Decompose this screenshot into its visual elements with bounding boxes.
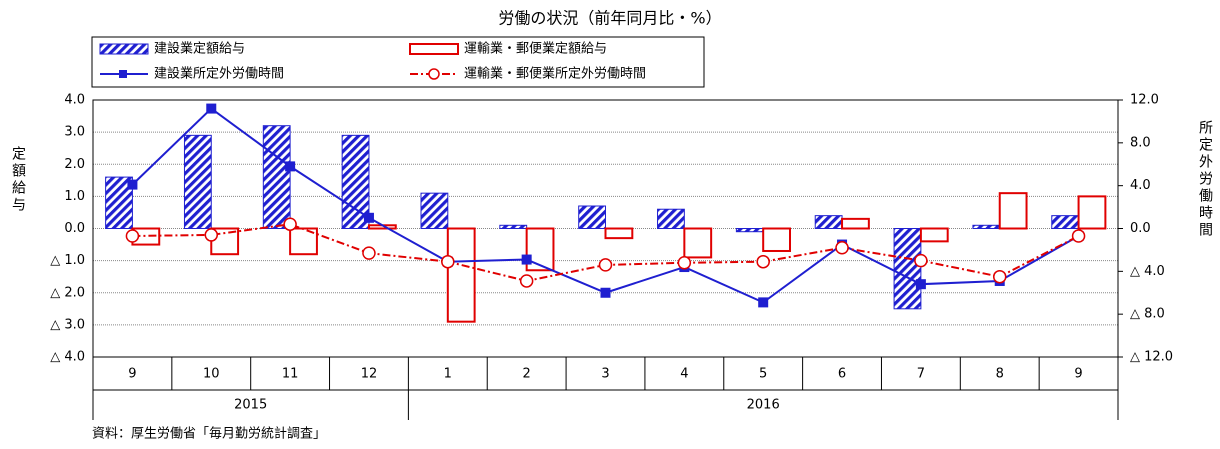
y-tick-label: △ 2.0 <box>50 285 85 300</box>
x-group-label: 2016 <box>747 398 780 413</box>
marker <box>363 212 374 223</box>
y-tick-label: 0.0 <box>64 221 85 236</box>
bar <box>972 224 1001 230</box>
y-tick-label: △ 4.0 <box>50 350 85 365</box>
bar <box>762 227 792 252</box>
marker <box>598 258 613 272</box>
legend-swatch <box>409 43 459 55</box>
bar <box>657 208 685 230</box>
marker <box>677 256 692 270</box>
y-axis-label: 定額給与 <box>10 146 26 214</box>
x-tick-label: 5 <box>759 367 767 382</box>
bar <box>841 217 870 230</box>
legend-label: 建設業定額給与 <box>154 41 245 57</box>
marker <box>992 269 1007 284</box>
bar <box>998 192 1028 230</box>
bar <box>604 227 634 240</box>
y2-tick-label: △ 12.0 <box>1130 350 1173 365</box>
legend-marker <box>428 68 440 80</box>
bar <box>1051 215 1080 229</box>
bar <box>183 134 212 229</box>
y-tick-label: 3.0 <box>64 125 85 140</box>
legend-box <box>91 36 705 88</box>
x-tick-label: 3 <box>601 367 609 382</box>
marker <box>362 246 376 260</box>
bar <box>420 192 449 230</box>
marker <box>915 279 926 290</box>
bar <box>683 227 713 259</box>
marker <box>285 161 296 172</box>
marker <box>758 297 769 308</box>
marker <box>204 228 219 242</box>
marker <box>125 229 140 243</box>
bar <box>893 228 922 310</box>
legend-label: 建設業所定外労働時間 <box>154 66 284 82</box>
marker <box>283 217 297 231</box>
x-tick-label: 8 <box>996 367 1004 382</box>
source-note: 資料：厚生労働省「毎月勤労統計調査」 <box>92 426 326 442</box>
y-tick-label: 2.0 <box>64 157 85 172</box>
legend-marker <box>119 70 127 78</box>
bar <box>262 125 291 229</box>
marker <box>127 179 138 190</box>
marker <box>521 254 532 265</box>
x-tick-label: 9 <box>1074 367 1082 382</box>
bar <box>499 224 528 230</box>
marker <box>914 253 928 268</box>
y-tick-label: 1.0 <box>64 189 85 204</box>
marker <box>756 254 770 269</box>
y2-tick-label: △ 4.0 <box>1130 264 1165 279</box>
x-tick-label: 6 <box>838 367 846 382</box>
x-tick-label: 7 <box>917 367 925 382</box>
bar <box>578 205 607 229</box>
marker <box>600 287 611 298</box>
marker <box>206 103 217 114</box>
marker <box>1071 229 1086 243</box>
y-tick-label: △ 1.0 <box>50 253 85 268</box>
marker <box>441 254 455 269</box>
marker <box>835 241 849 255</box>
y2-axis-label: 所定外労働時間 <box>1197 120 1213 239</box>
x-group-label: 2015 <box>234 398 267 413</box>
y-tick-label: △ 3.0 <box>50 317 85 332</box>
x-tick-label: 1 <box>444 367 452 382</box>
marker <box>519 274 534 288</box>
x-tick-label: 11 <box>282 367 299 382</box>
x-tick-label: 10 <box>203 367 220 382</box>
bar <box>814 215 843 229</box>
y2-tick-label: 0.0 <box>1130 221 1151 236</box>
chart-title: 労働の状況（前年同月比・%） <box>498 9 721 28</box>
x-tick-label: 2 <box>523 367 531 382</box>
y2-tick-label: 12.0 <box>1130 93 1159 108</box>
legend-swatch <box>99 43 149 55</box>
bar <box>735 228 764 233</box>
bar <box>525 227 555 272</box>
y2-tick-label: 4.0 <box>1130 178 1151 193</box>
bar <box>1077 195 1107 230</box>
x-tick-label: 12 <box>361 367 378 382</box>
y-tick-label: 4.0 <box>64 93 85 108</box>
x-tick-label: 4 <box>680 367 688 382</box>
legend-label: 運輸業・郵便業定額給与 <box>464 41 607 57</box>
bar <box>446 227 476 323</box>
bar <box>919 227 949 243</box>
x-tick-label: 9 <box>128 367 136 382</box>
plot-frame <box>92 99 1119 358</box>
y2-tick-label: △ 8.0 <box>1130 307 1165 322</box>
legend-label: 運輸業・郵便業所定外労働時間 <box>464 66 646 82</box>
y2-tick-label: 8.0 <box>1130 135 1151 150</box>
